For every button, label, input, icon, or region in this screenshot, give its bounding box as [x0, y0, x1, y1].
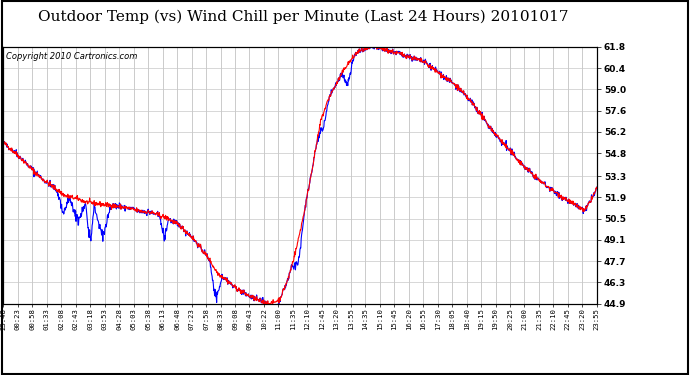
Text: Outdoor Temp (vs) Wind Chill per Minute (Last 24 Hours) 20101017: Outdoor Temp (vs) Wind Chill per Minute … [39, 9, 569, 24]
Text: Copyright 2010 Cartronics.com: Copyright 2010 Cartronics.com [6, 52, 138, 61]
